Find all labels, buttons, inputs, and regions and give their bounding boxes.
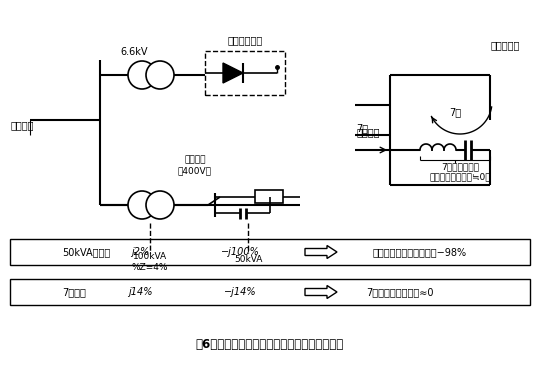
Text: 低圧母線
（400V）: 低圧母線 （400V） bbox=[178, 156, 212, 175]
Text: 7次インピーダンス≈0: 7次インピーダンス≈0 bbox=[366, 287, 434, 297]
Text: 7次調波: 7次調波 bbox=[62, 287, 86, 297]
Circle shape bbox=[146, 61, 174, 89]
Text: 6.6kV: 6.6kV bbox=[120, 47, 147, 57]
Text: 電力系統: 電力系統 bbox=[356, 127, 380, 137]
Text: j14%: j14% bbox=[128, 287, 152, 297]
Bar bbox=[205, 51, 285, 95]
FancyArrow shape bbox=[305, 285, 337, 298]
Bar bbox=[10, 279, 530, 305]
Text: j2%: j2% bbox=[131, 247, 149, 257]
Text: 自端発生源: 自端発生源 bbox=[490, 40, 519, 50]
Text: 電力系統: 電力系統 bbox=[10, 120, 33, 130]
FancyArrow shape bbox=[305, 245, 337, 259]
Text: 100kVA
%Z=4%: 100kVA %Z=4% bbox=[132, 252, 168, 272]
Text: 50kVA: 50kVA bbox=[234, 255, 262, 264]
Text: −j14%: −j14% bbox=[224, 287, 256, 297]
Circle shape bbox=[128, 61, 156, 89]
Bar bbox=[255, 190, 283, 203]
Bar bbox=[10, 239, 530, 265]
Polygon shape bbox=[223, 63, 243, 83]
Text: 50kVAベース: 50kVAベース bbox=[62, 247, 110, 257]
Text: 7次で直列共振
（インピーダンス≒0）: 7次で直列共振 （インピーダンス≒0） bbox=[429, 162, 491, 182]
Text: 基本波インピーダンス　−98%: 基本波インピーダンス −98% bbox=[373, 247, 467, 257]
Text: 7次: 7次 bbox=[356, 123, 368, 133]
Text: 高調波発生源: 高調波発生源 bbox=[227, 35, 262, 45]
Text: 第6図　高調波障害事例　（思わぬ共振回路）: 第6図 高調波障害事例 （思わぬ共振回路） bbox=[196, 339, 344, 351]
Circle shape bbox=[146, 191, 174, 219]
Text: 7次: 7次 bbox=[449, 107, 461, 117]
Circle shape bbox=[128, 191, 156, 219]
Text: −j100%: −j100% bbox=[220, 247, 259, 257]
